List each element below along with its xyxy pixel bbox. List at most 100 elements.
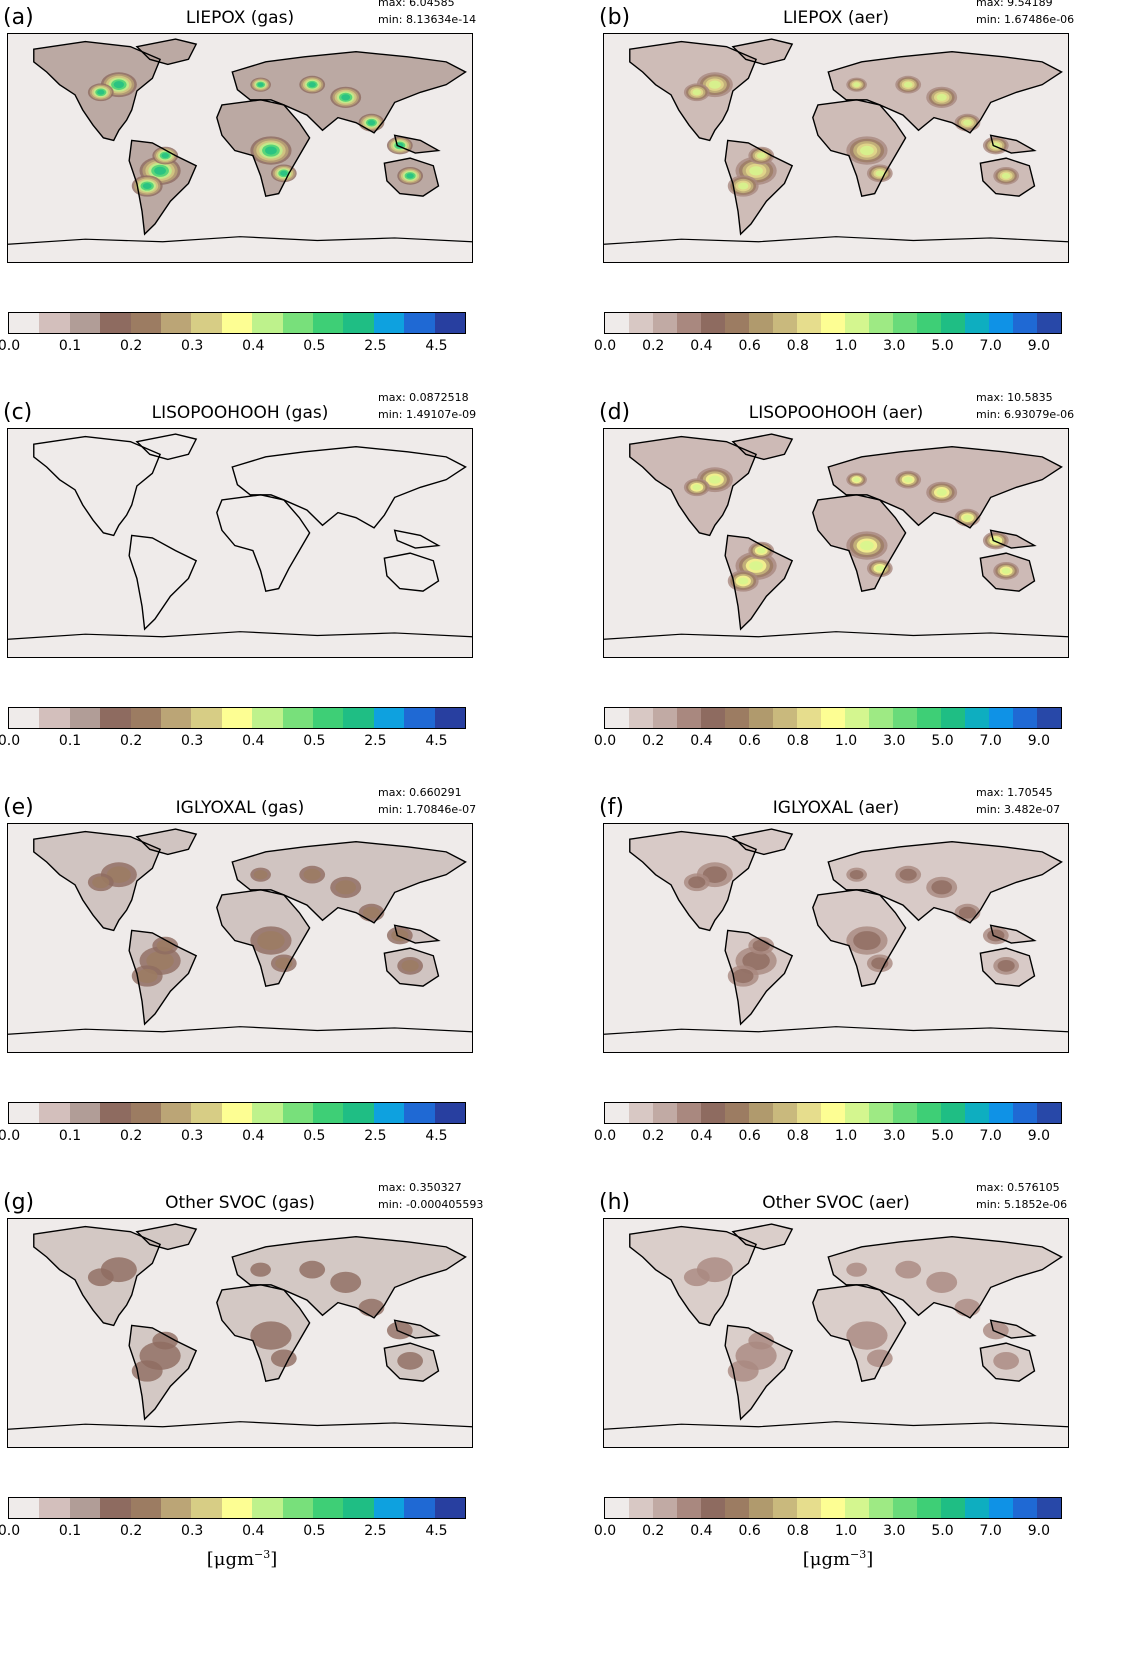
colorbar-swatch (9, 1498, 40, 1518)
colorbar-tick-label: 0.2 (642, 338, 665, 354)
concentration-contour (963, 514, 972, 521)
panel-label: (a) (3, 5, 34, 30)
panel-title: LIEPOX (gas) (185, 8, 295, 28)
colorbar-swatch (404, 708, 435, 728)
land-shading (384, 553, 439, 592)
concentration-contour (265, 146, 277, 155)
min-value: min: 3.482e-07 (976, 803, 1061, 816)
colorbar-tick-label: 2.5 (364, 733, 387, 749)
max-value: max: 9.54189 (976, 0, 1053, 9)
colorbar-swatch (1037, 1498, 1061, 1518)
map-panel: (c) LISOPOOHOOH (gas) max: 0.0872518 min: 1… (0, 392, 537, 790)
coastline (232, 842, 465, 923)
concentration-contour (871, 957, 889, 970)
colorbar-swatch (869, 1103, 893, 1123)
concentration-contour (362, 906, 381, 919)
coastline (217, 1285, 310, 1381)
concentration-contour (253, 869, 268, 880)
concentration-contour (931, 880, 952, 895)
map-svg (8, 429, 472, 657)
colorbar-swatch (373, 1498, 405, 1518)
colorbar-swatch (100, 1103, 131, 1123)
max-value: max: 0.576105 (976, 1181, 1060, 1194)
colorbar-swatch (701, 1498, 725, 1518)
land-shading (732, 39, 793, 65)
colorbar-swatch (221, 1103, 253, 1123)
colorbar-tick-label: 0.4 (242, 733, 265, 749)
colorbar-swatch (677, 1103, 701, 1123)
colorbar-swatch (821, 1103, 845, 1123)
coastline (217, 890, 310, 986)
colorbar-tick-label: 1.0 (834, 338, 858, 354)
coastline (813, 890, 906, 986)
colorbar (604, 1497, 1062, 1519)
colorbar-swatch (1013, 1103, 1037, 1123)
colorbar (604, 312, 1062, 334)
colorbar-swatch (252, 708, 283, 728)
unit-label: [μgm−3] (803, 1545, 874, 1570)
colorbar-swatch (797, 1103, 821, 1123)
colorbar-tick-label: 5.0 (931, 733, 954, 749)
panel-label: (d) (599, 400, 631, 425)
colorbar-swatch (749, 708, 773, 728)
concentration-contour (257, 931, 285, 950)
colorbar-swatch (917, 1498, 941, 1518)
coastline (384, 158, 438, 196)
concentration-contour (958, 906, 977, 919)
colorbar-swatch (869, 1498, 893, 1518)
colorbar-swatch (161, 313, 192, 333)
colorbar-tick-label: 0.1 (58, 1128, 82, 1144)
max-value: max: 0.350327 (378, 1181, 462, 1194)
colorbar-swatch (9, 313, 40, 333)
colorbar-tick-label: 0.6 (738, 733, 761, 749)
min-value: min: 8.13634e-14 (378, 13, 477, 26)
coastline (384, 553, 438, 591)
colorbar-swatch (989, 1103, 1013, 1123)
colorbar-swatch (701, 1103, 725, 1123)
colorbar-swatch (221, 313, 253, 333)
land-shading (604, 1026, 1068, 1052)
colorbar-tick-label: 0.2 (642, 1523, 665, 1539)
colorbar-swatch (130, 1498, 162, 1518)
colorbar-swatch (869, 708, 893, 728)
coastline (384, 948, 438, 986)
coastline (129, 140, 196, 234)
colorbar-swatch (653, 1498, 677, 1518)
panel-label: (c) (3, 400, 33, 425)
concentration-contour (846, 1321, 888, 1350)
coastline (725, 930, 792, 1024)
min-value: min: 6.93079e-06 (976, 408, 1075, 421)
map-svg (604, 34, 1068, 262)
colorbar-tick-label: 0.8 (786, 1128, 809, 1144)
world-map (603, 428, 1069, 658)
min-value: min: -0.000405593 (378, 1198, 484, 1211)
concentration-contour (732, 968, 754, 984)
colorbar-swatch (821, 1498, 845, 1518)
colorbar-tick-label: 0.2 (642, 733, 665, 749)
concentration-contour (749, 166, 763, 176)
concentration-contour (748, 1331, 775, 1350)
min-value: min: 1.49107e-09 (378, 408, 477, 421)
panel-title: LISOPOOHOOH (gas) (151, 403, 329, 423)
concentration-contour (702, 866, 727, 883)
concentration-contour (406, 173, 414, 179)
land-shading (216, 494, 310, 592)
colorbar-tick-label: 3.0 (883, 1523, 906, 1539)
concentration-contour (853, 477, 861, 483)
colorbar-tick-label: 4.5 (425, 1128, 448, 1144)
concentration-contour (692, 89, 702, 96)
colorbar-swatch (434, 313, 466, 333)
colorbar-tick-label: 3.0 (883, 1128, 906, 1144)
concentration-contour (853, 931, 881, 950)
world-map (603, 823, 1069, 1053)
colorbar-swatch (434, 708, 466, 728)
colorbar-tick-label: 7.0 (979, 1128, 1002, 1144)
colorbar-swatch (965, 1103, 989, 1123)
colorbar-tick-label: 7.0 (979, 1523, 1002, 1539)
colorbar (604, 1102, 1062, 1124)
colorbar-tick-label: 0.4 (242, 338, 265, 354)
concentration-contour (903, 81, 913, 88)
world-map (7, 33, 473, 263)
concentration-contour (727, 1360, 759, 1382)
coastline (828, 52, 1061, 133)
